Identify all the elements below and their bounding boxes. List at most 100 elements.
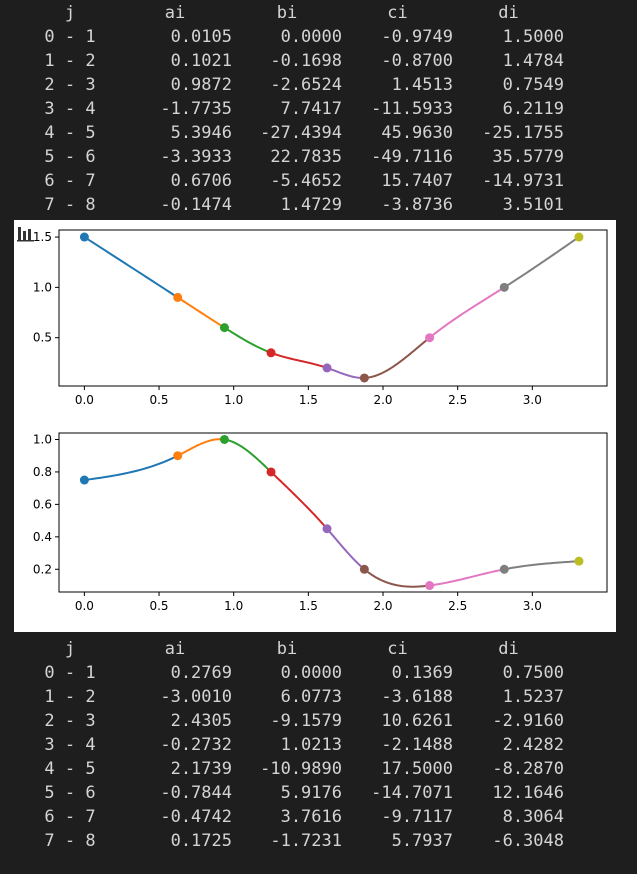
table-cell: 5.3946 (170, 123, 232, 143)
data-point-7 (499, 564, 509, 574)
table-cell: 7 - 8 (44, 195, 96, 215)
chart-top: 0.0 0.5 1.0 1.5 2.0 2.5 3.0 0.5 1.0 1.5 (33, 229, 608, 407)
table-cell: 5.9176 (280, 783, 342, 803)
table-row: 6 - 7 -0.4742 3.7616 -9.7117 8.3064 (0, 805, 637, 829)
chart-bottom: 0.0 0.5 1.0 1.5 2.0 2.5 3.0 0.2 0.4 0.6 0.8 1.0 (33, 432, 608, 613)
col-header-bi: bi (276, 639, 298, 659)
table-cell: 17.5000 (381, 759, 453, 779)
data-point-6 (425, 333, 435, 343)
data-point-3 (266, 467, 276, 477)
table-row: 0 - 1 0.2769 0.0000 0.1369 0.7500 (0, 661, 637, 685)
table-cell: 2 - 3 (44, 75, 96, 95)
table-cell: 5 - 6 (44, 147, 96, 167)
table-cell: -1.7231 (270, 831, 342, 851)
col-header-ci: ci (387, 3, 408, 23)
x-tick-label: 1.0 (224, 599, 243, 613)
table-cell: 0.7500 (502, 663, 564, 683)
table-cell: 3 - 4 (44, 735, 96, 755)
table-row: 4 - 5 5.3946 -27.4394 45.9630 -25.1755 (0, 121, 637, 145)
chart-toolbar-icon[interactable] (17, 226, 35, 242)
table-cell: 45.9630 (381, 123, 453, 143)
col-header-j: j (64, 639, 76, 659)
table-header-row: j ai bi ci di (0, 1, 637, 25)
x-tick-label: 3.0 (523, 393, 542, 407)
table-cell: 2.4282 (502, 735, 564, 755)
table-cell: 15.7407 (381, 171, 453, 191)
y-tick-label: 1.5 (33, 230, 52, 244)
data-point-0 (79, 232, 89, 242)
table-cell: -9.1579 (270, 711, 342, 731)
spline-segment-7 (504, 560, 579, 571)
table-cell: 2 - 3 (44, 711, 96, 731)
table-cell: -14.7071 (371, 783, 453, 803)
table-cell: 1.5000 (502, 27, 564, 47)
table-cell: 1.4513 (391, 75, 453, 95)
spline-segment-3 (270, 471, 328, 530)
data-point-3 (266, 348, 276, 358)
table-cell: -3.0010 (160, 687, 232, 707)
table-cell: -0.9749 (381, 27, 453, 47)
x-tick-label: 1.0 (224, 393, 243, 407)
table-cell: -3.8736 (381, 195, 453, 215)
data-point-2 (219, 434, 229, 444)
table-cell: -0.1698 (270, 51, 342, 71)
table-cell: 1.5237 (502, 687, 564, 707)
table-cell: 3.5101 (502, 195, 564, 215)
data-point-7 (499, 282, 509, 292)
table-cell: 3 - 4 (44, 99, 96, 119)
x-tick-label: 0.0 (75, 393, 94, 407)
table-cell: 0.7549 (502, 75, 564, 95)
spline-segment-5 (363, 568, 430, 588)
table-cell: 5.7937 (391, 831, 453, 851)
table-cell: 6 - 7 (44, 171, 96, 191)
table-cell: -2.1488 (381, 735, 453, 755)
table-row: 2 - 3 2.4305 -9.1579 10.6261 -2.9160 (0, 709, 637, 733)
table-cell: -49.7116 (371, 147, 453, 167)
table-row: 1 - 2 -3.0010 6.0773 -3.6188 1.5237 (0, 685, 637, 709)
table-cell: -14.9731 (482, 171, 564, 191)
data-point-0 (79, 475, 89, 485)
axes-frame (58, 432, 608, 593)
table-cell: -8.2870 (492, 759, 564, 779)
table-cell: 1.4784 (502, 51, 564, 71)
y-tick-label: 0.5 (33, 331, 52, 345)
table-row: 1 - 2 0.1021 -0.1698 -0.8700 1.4784 (0, 49, 637, 73)
axes-frame (58, 229, 608, 387)
plot-figure: 0.0 0.5 1.0 1.5 2.0 2.5 3.0 0.5 1.0 1.5 0.0 0.5 1.0… (14, 220, 616, 632)
x-tick-label: 0.5 (149, 393, 168, 407)
table-cell: 6 - 7 (44, 807, 96, 827)
table-cell: 5 - 6 (44, 783, 96, 803)
table-cell: -11.5933 (371, 99, 453, 119)
x-tick-label: 3.0 (523, 599, 542, 613)
table-cell: -5.4652 (270, 171, 342, 191)
table-cell: 1 - 2 (44, 51, 96, 71)
y-tick-label: 0.2 (33, 562, 52, 576)
col-header-ai: ai (164, 3, 186, 23)
x-tick-label: 1.5 (299, 599, 318, 613)
table-cell: 2.1739 (170, 759, 232, 779)
data-point-5 (359, 564, 369, 574)
table-cell: 1 - 2 (44, 687, 96, 707)
col-header-ci: ci (387, 639, 408, 659)
table-cell: 0.2769 (170, 663, 232, 683)
table-cell: -0.8700 (381, 51, 453, 71)
spline-segment-6 (428, 286, 505, 339)
y-tick-label: 0.6 (33, 497, 52, 511)
y-tick-label: 0.4 (33, 530, 52, 544)
table-cell: 35.5779 (492, 147, 564, 167)
table-cell: 0.1725 (170, 831, 232, 851)
data-point-1 (173, 292, 183, 302)
table-row: 2 - 3 0.9872 -2.6524 1.4513 0.7549 (0, 73, 637, 97)
table-cell: 0.9872 (170, 75, 232, 95)
data-point-5 (359, 373, 369, 383)
data-point-4 (322, 363, 332, 373)
table-cell: 1.4729 (280, 195, 342, 215)
table-cell: -3.6188 (381, 687, 453, 707)
table-cell: 0 - 1 (44, 27, 96, 47)
table-cell: 0 - 1 (44, 663, 96, 683)
table-cell: -25.1755 (482, 123, 564, 143)
table-row: 3 - 4 -0.2732 1.0213 -2.1488 2.4282 (0, 733, 637, 757)
table-cell: 10.6261 (381, 711, 453, 731)
table-cell: 0.1369 (391, 663, 453, 683)
table-row: 4 - 5 2.1739 -10.9890 17.5000 -8.2870 (0, 757, 637, 781)
